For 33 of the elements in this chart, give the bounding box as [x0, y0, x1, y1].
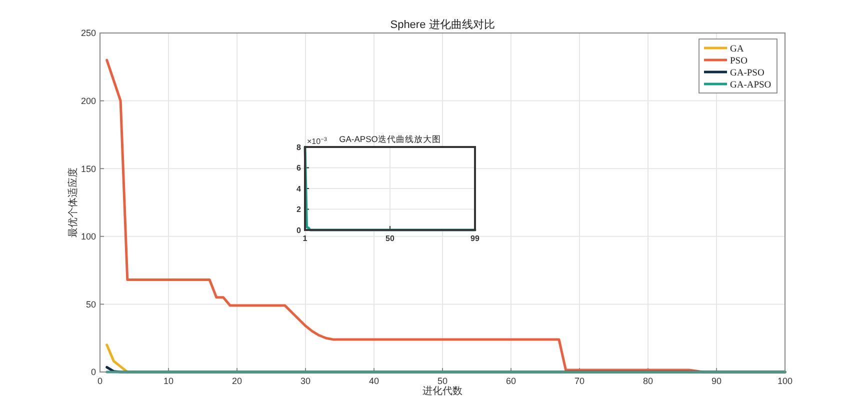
x-tick-label: 50: [386, 234, 395, 243]
y-tick-label: 200: [80, 96, 96, 106]
x-tick-label: 60: [506, 376, 516, 386]
y-axis-title: 最优个体适应度: [67, 168, 79, 238]
x-tick-label: 20: [232, 376, 242, 386]
legend-label: GA-APSO: [730, 80, 772, 90]
annotation: ×10$^{−3}$: [307, 137, 327, 146]
chart-title: Sphere 进化曲线对比: [390, 18, 495, 31]
x-tick-label: 70: [574, 376, 585, 386]
legend-label: PSO: [730, 56, 748, 66]
chart-title: GA-APSO迭代曲线放大图: [339, 134, 441, 144]
legend-label: GA: [730, 44, 744, 54]
y-tick-label: 250: [80, 28, 96, 38]
y-tick-label: 150: [80, 164, 96, 174]
legend-label: GA-PSO: [730, 68, 764, 78]
y-tick-label: 0: [296, 226, 302, 235]
x-tick-label: 80: [642, 376, 654, 386]
x-tick-label: 100: [777, 376, 793, 386]
y-tick-label: 4: [296, 184, 302, 194]
x-tick-label: 40: [368, 376, 380, 386]
x-tick-label: 90: [711, 376, 722, 386]
x-tick-label: 50: [437, 376, 448, 386]
x-tick-label: 10: [163, 376, 174, 386]
x-tick-label: 1: [302, 234, 308, 243]
y-tick-label: 2: [296, 205, 302, 214]
x-tick-label: 99: [470, 234, 480, 243]
x-axis-title: 进化代数: [422, 385, 462, 397]
y-tick-label: 0: [90, 367, 96, 378]
x-tick-label: 30: [300, 376, 311, 386]
y-tick-label: 50: [86, 299, 96, 310]
x-tick-label: 0: [97, 376, 103, 386]
y-tick-label: 6: [296, 164, 302, 173]
y-tick-label: 8: [296, 142, 302, 152]
